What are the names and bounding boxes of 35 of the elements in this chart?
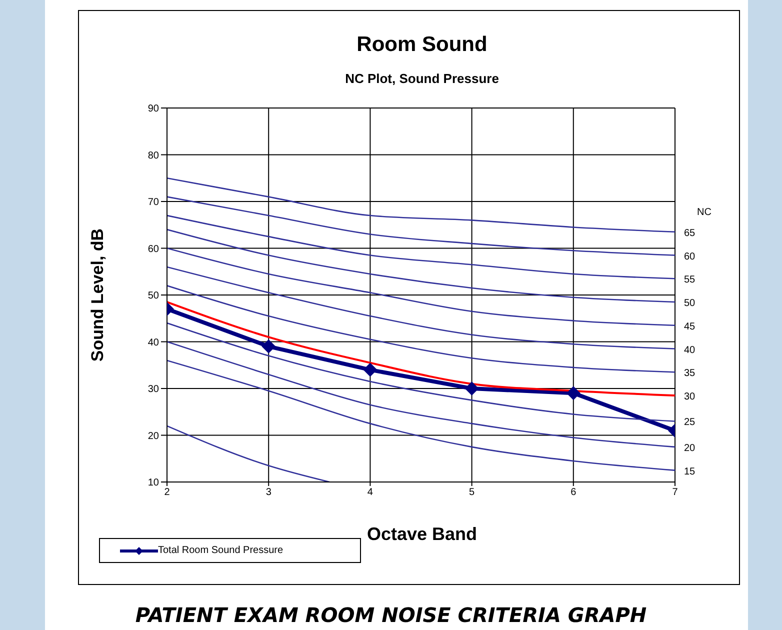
x-axis-title: Octave Band (367, 524, 478, 545)
x-tick-label: 7 (672, 487, 678, 498)
legend-label: Total Room Sound Pressure (157, 545, 284, 556)
x-tick-label: 5 (469, 487, 476, 498)
y-tick-label: 30 (148, 384, 160, 396)
series-label: 45 (684, 321, 696, 332)
y-tick-label: 40 (148, 337, 160, 348)
chart-title: Room Sound (356, 33, 488, 57)
x-tick-label: 4 (367, 487, 374, 498)
text: NC (697, 207, 712, 218)
y-tick-label: 60 (148, 244, 160, 255)
y-tick-label: 90 (148, 104, 160, 115)
x-tick-label: 6 (570, 487, 577, 498)
y-tick-label: 20 (148, 430, 160, 442)
y-axis-title: Sound Level, dB (88, 228, 108, 362)
y-tick-label: 10 (148, 478, 160, 489)
point (464, 382, 479, 396)
y-tick-label: 50 (148, 290, 160, 302)
y-tick-label: 80 (148, 150, 160, 162)
y-tick-label: 70 (148, 197, 160, 208)
x-tick-label: 3 (266, 487, 272, 498)
series-label: 30 (684, 392, 696, 403)
series-label: 55 (684, 274, 696, 286)
series-label: 25 (684, 417, 696, 428)
series-label: 60 (684, 251, 696, 262)
x-tick-label: 2 (164, 487, 170, 498)
chart-subtitle: NC Plot, Sound Pressure (344, 71, 500, 86)
point (363, 362, 378, 377)
series-label: 50 (684, 298, 696, 310)
series-label: 40 (684, 344, 696, 356)
series-label: 65 (684, 228, 696, 239)
series-label: 15 (684, 466, 696, 478)
series-label: 20 (684, 442, 696, 454)
text: PATIENT EXAM ROOM NOISE CRITERIA GRAPH (134, 603, 648, 627)
series-label: 35 (684, 368, 696, 380)
